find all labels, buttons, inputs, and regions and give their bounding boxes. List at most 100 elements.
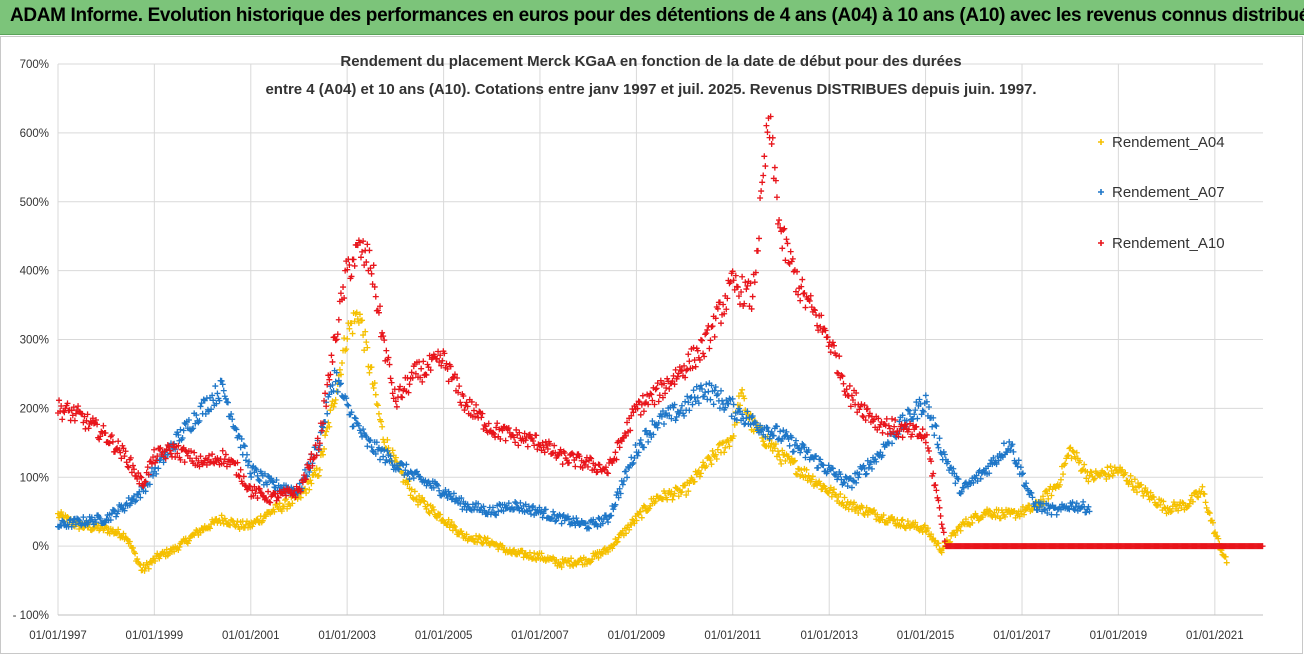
data-point — [371, 380, 378, 387]
data-point — [396, 466, 403, 473]
data-point — [369, 447, 376, 454]
data-point — [289, 500, 296, 507]
data-point — [1040, 493, 1047, 500]
data-point — [933, 423, 940, 430]
data-point — [198, 400, 205, 407]
data-point — [837, 491, 844, 498]
data-point — [1019, 503, 1026, 510]
data-point — [124, 463, 131, 470]
data-point — [626, 526, 633, 533]
data-point — [609, 545, 616, 552]
data-point — [443, 492, 450, 499]
data-point — [136, 488, 143, 495]
data-point — [336, 381, 343, 388]
data-point — [802, 473, 809, 480]
data-point — [249, 523, 256, 530]
data-point — [126, 538, 133, 545]
data-point — [841, 494, 848, 501]
data-point — [991, 509, 998, 516]
data-point — [144, 464, 151, 471]
data-point — [408, 486, 415, 493]
data-point — [784, 240, 791, 247]
data-point — [851, 499, 858, 506]
data-point — [247, 470, 254, 477]
data-point — [790, 448, 797, 455]
data-point — [671, 490, 678, 497]
data-point — [220, 387, 227, 394]
data-point — [370, 384, 377, 391]
data-point — [1205, 509, 1212, 516]
data-point — [813, 312, 820, 319]
data-point — [138, 474, 145, 481]
data-point — [366, 369, 373, 376]
data-point — [931, 432, 938, 439]
data-point — [512, 439, 519, 446]
data-point — [799, 276, 806, 283]
data-point — [213, 400, 220, 407]
data-point — [1060, 471, 1067, 478]
data-point — [284, 505, 291, 512]
data-point — [343, 395, 350, 402]
data-point — [118, 502, 125, 509]
data-point — [445, 516, 452, 523]
data-point — [399, 394, 406, 401]
data-point — [110, 507, 117, 514]
data-point — [98, 428, 105, 435]
data-point — [393, 403, 400, 410]
data-point — [1071, 506, 1078, 513]
data-point — [1167, 508, 1174, 515]
data-point — [1194, 493, 1201, 500]
data-point — [701, 353, 708, 360]
data-point — [484, 535, 491, 542]
data-point — [928, 531, 935, 538]
data-point — [224, 399, 231, 406]
data-point — [852, 508, 859, 515]
data-point — [1206, 510, 1213, 517]
data-point — [570, 562, 577, 569]
data-point — [354, 316, 361, 323]
data-point — [1119, 466, 1126, 473]
data-point — [66, 517, 73, 524]
data-point — [859, 412, 866, 419]
data-point — [684, 366, 691, 373]
data-point — [268, 475, 275, 482]
data-point — [641, 504, 648, 510]
data-point — [107, 517, 114, 524]
data-point — [271, 508, 278, 515]
data-point — [160, 459, 167, 466]
data-point — [404, 481, 411, 488]
data-point — [871, 507, 878, 514]
data-point — [473, 401, 480, 408]
data-point — [420, 358, 427, 365]
data-point — [88, 514, 95, 521]
data-point — [769, 134, 776, 141]
data-point — [777, 456, 784, 463]
data-point — [1103, 475, 1110, 482]
data-point — [524, 443, 531, 450]
data-point — [855, 474, 862, 481]
data-point — [1064, 453, 1071, 460]
data-point — [121, 507, 128, 514]
data-point — [373, 401, 380, 408]
data-point — [281, 497, 288, 504]
data-point — [1189, 498, 1196, 505]
data-point — [456, 383, 463, 390]
data-point — [721, 449, 728, 456]
data-point — [450, 522, 457, 529]
data-point — [179, 435, 186, 442]
data-point — [146, 481, 153, 488]
data-point — [411, 488, 418, 495]
data-point — [682, 482, 689, 489]
data-point — [979, 514, 986, 521]
data-point — [150, 472, 157, 479]
data-point — [408, 369, 415, 376]
data-point — [1097, 473, 1104, 480]
data-point — [619, 481, 626, 488]
data-point — [533, 432, 540, 439]
data-point — [1069, 447, 1076, 454]
data-point — [987, 508, 994, 515]
data-point — [922, 528, 929, 535]
data-point — [759, 434, 766, 441]
data-point — [722, 444, 729, 451]
data-point — [783, 236, 790, 243]
